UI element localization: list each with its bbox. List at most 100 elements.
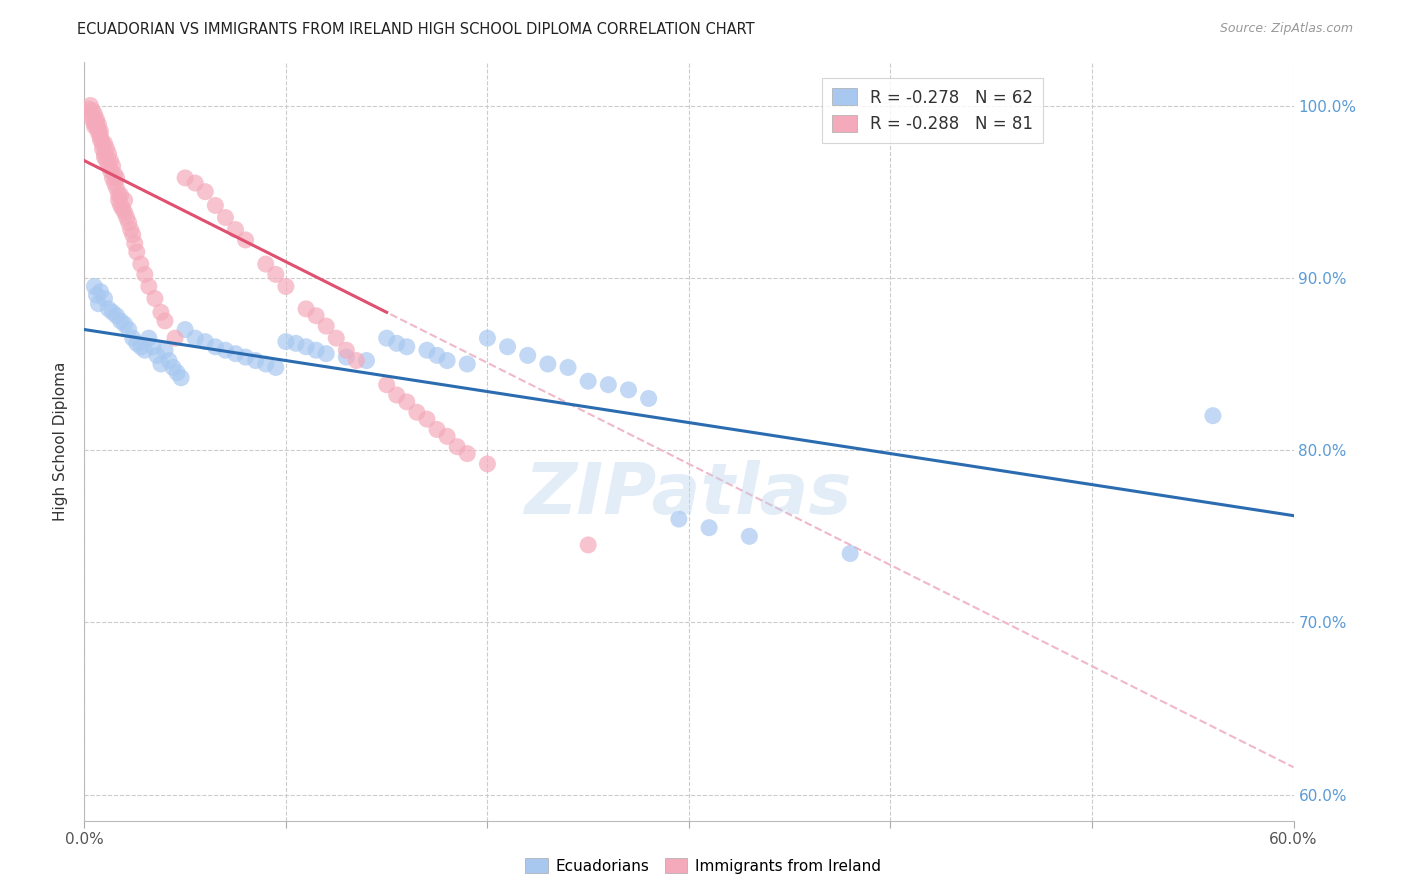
Point [375, 377, 398, 392]
Point [668, 512, 690, 526]
Point [87, 122, 110, 136]
Point [91, 136, 114, 151]
Point [166, 366, 188, 380]
Point [110, 314, 132, 328]
Point [264, 268, 287, 282]
Point [134, 343, 156, 358]
Point [100, 153, 122, 168]
Point [129, 257, 152, 271]
Point [295, 340, 318, 354]
Point [110, 198, 132, 212]
Point [89, 133, 111, 147]
Point [97, 159, 120, 173]
Point [416, 343, 439, 358]
Point [416, 412, 439, 426]
Point [254, 357, 277, 371]
Point [395, 395, 418, 409]
Point [537, 357, 560, 371]
Point [89, 129, 111, 144]
Point [149, 305, 172, 319]
Point [107, 194, 129, 208]
Point [436, 429, 458, 443]
Point [96, 153, 118, 168]
Point [118, 216, 141, 230]
Point [97, 301, 120, 316]
Point [446, 440, 468, 454]
Point [93, 146, 115, 161]
Point [285, 336, 308, 351]
Point [235, 233, 257, 247]
Point [325, 331, 347, 345]
Point [375, 331, 398, 345]
Point [214, 343, 236, 358]
Point [395, 340, 418, 354]
Point [105, 181, 128, 195]
Point [86, 112, 108, 127]
Point [120, 222, 142, 236]
Point [225, 222, 247, 236]
Point [93, 292, 115, 306]
Point [194, 185, 217, 199]
Point [496, 340, 519, 354]
Legend: Ecuadorians, Immigrants from Ireland: Ecuadorians, Immigrants from Ireland [519, 852, 887, 880]
Point [114, 205, 136, 219]
Point [406, 405, 429, 419]
Point [264, 360, 287, 375]
Point [89, 285, 111, 299]
Point [82, 112, 104, 127]
Point [426, 348, 449, 362]
Legend: R = -0.278   N = 62, R = -0.288   N = 81: R = -0.278 N = 62, R = -0.288 N = 81 [823, 78, 1043, 143]
Point [335, 343, 357, 358]
Point [157, 353, 180, 368]
Point [83, 107, 105, 121]
Point [153, 343, 176, 358]
Point [516, 348, 538, 362]
Point [104, 176, 127, 190]
Point [235, 350, 257, 364]
Point [456, 447, 478, 461]
Point [576, 374, 599, 388]
Point [335, 350, 357, 364]
Point [274, 279, 297, 293]
Point [86, 116, 108, 130]
Point [104, 168, 127, 182]
Point [83, 116, 105, 130]
Point [77, 102, 100, 116]
Point [125, 336, 148, 351]
Point [114, 318, 136, 332]
Point [82, 103, 104, 118]
Point [87, 126, 110, 140]
Point [83, 279, 105, 293]
Point [254, 257, 277, 271]
Point [110, 188, 132, 202]
Point [356, 353, 378, 368]
Point [101, 170, 124, 185]
Point [738, 529, 761, 543]
Point [1202, 409, 1225, 423]
Point [79, 107, 101, 121]
Point [436, 353, 458, 368]
Point [153, 314, 176, 328]
Point [114, 194, 136, 208]
Point [79, 98, 101, 112]
Point [315, 346, 337, 360]
Point [125, 244, 148, 259]
Point [97, 146, 120, 161]
Point [91, 142, 114, 156]
Point [93, 150, 115, 164]
Point [204, 340, 226, 354]
Point [557, 360, 579, 375]
Point [105, 309, 128, 323]
Point [385, 336, 408, 351]
Point [146, 348, 169, 362]
Point [697, 521, 720, 535]
Point [214, 211, 236, 225]
Point [315, 319, 337, 334]
Point [101, 305, 124, 319]
Point [100, 164, 122, 178]
Point [637, 392, 659, 406]
Point [162, 360, 184, 375]
Point [107, 188, 129, 202]
Point [121, 227, 143, 242]
Point [134, 268, 156, 282]
